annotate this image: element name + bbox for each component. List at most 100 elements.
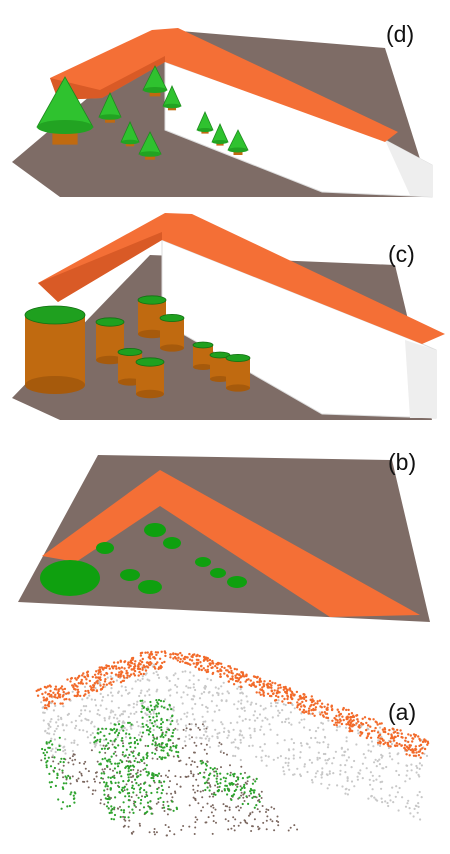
point bbox=[128, 811, 131, 814]
point bbox=[259, 728, 262, 732]
point bbox=[204, 821, 207, 824]
point bbox=[151, 743, 154, 746]
point bbox=[106, 788, 109, 791]
point bbox=[171, 715, 174, 718]
point bbox=[322, 741, 325, 744]
point bbox=[160, 792, 163, 795]
point bbox=[134, 680, 137, 683]
point bbox=[306, 770, 309, 774]
point bbox=[279, 686, 282, 689]
point bbox=[316, 758, 319, 761]
point bbox=[339, 712, 343, 716]
point bbox=[122, 815, 125, 818]
point bbox=[406, 764, 409, 767]
point bbox=[184, 744, 187, 747]
point bbox=[409, 734, 412, 737]
point bbox=[55, 721, 58, 724]
point bbox=[293, 773, 296, 776]
point bbox=[156, 744, 159, 747]
point bbox=[115, 667, 118, 670]
point bbox=[116, 771, 119, 774]
point bbox=[155, 719, 158, 722]
point bbox=[266, 692, 270, 695]
point bbox=[278, 683, 282, 687]
point bbox=[321, 722, 324, 725]
point bbox=[117, 781, 120, 784]
point bbox=[248, 814, 250, 817]
point bbox=[112, 680, 115, 683]
point bbox=[208, 746, 212, 749]
point bbox=[373, 761, 376, 764]
point bbox=[240, 787, 244, 790]
point bbox=[161, 788, 164, 792]
point bbox=[108, 715, 111, 718]
point bbox=[353, 759, 356, 763]
point bbox=[316, 700, 319, 703]
point bbox=[141, 657, 144, 661]
point bbox=[162, 804, 165, 806]
point bbox=[111, 665, 114, 669]
point bbox=[311, 781, 314, 784]
point bbox=[239, 688, 242, 691]
point bbox=[99, 673, 103, 676]
point bbox=[410, 769, 413, 772]
point bbox=[172, 745, 175, 748]
point bbox=[337, 710, 340, 714]
point bbox=[117, 765, 120, 768]
point bbox=[212, 795, 215, 798]
point bbox=[100, 747, 104, 751]
point bbox=[50, 718, 53, 721]
point bbox=[110, 700, 113, 703]
crown bbox=[163, 537, 181, 549]
point bbox=[166, 800, 169, 803]
point bbox=[194, 816, 197, 819]
point bbox=[172, 809, 175, 812]
point bbox=[187, 662, 190, 665]
point bbox=[274, 701, 277, 704]
point bbox=[346, 793, 349, 796]
point bbox=[345, 723, 348, 726]
point bbox=[192, 674, 195, 677]
point bbox=[227, 680, 231, 683]
point bbox=[208, 789, 211, 792]
point bbox=[273, 807, 276, 810]
point bbox=[186, 693, 189, 696]
point bbox=[184, 775, 187, 778]
point bbox=[298, 721, 301, 724]
point bbox=[120, 809, 123, 812]
point bbox=[396, 744, 399, 747]
point bbox=[99, 802, 102, 805]
point bbox=[391, 786, 394, 789]
point bbox=[120, 726, 123, 729]
point bbox=[177, 677, 180, 680]
point bbox=[105, 727, 108, 730]
point bbox=[65, 782, 68, 785]
point bbox=[289, 826, 292, 829]
point bbox=[98, 677, 101, 680]
point bbox=[190, 659, 194, 662]
point bbox=[174, 672, 177, 675]
point bbox=[361, 777, 364, 780]
point bbox=[117, 720, 120, 724]
point bbox=[237, 824, 240, 827]
point bbox=[117, 723, 121, 726]
point bbox=[265, 808, 268, 811]
point bbox=[381, 801, 384, 804]
point bbox=[128, 721, 131, 724]
point bbox=[152, 728, 155, 732]
point bbox=[299, 702, 302, 705]
point bbox=[284, 757, 287, 760]
point bbox=[213, 767, 216, 770]
cap bbox=[137, 295, 167, 305]
point bbox=[418, 790, 421, 794]
point bbox=[392, 801, 395, 804]
point bbox=[198, 728, 201, 731]
point bbox=[216, 772, 219, 775]
point bbox=[118, 791, 121, 794]
point bbox=[281, 700, 284, 703]
point bbox=[392, 739, 396, 742]
cap bbox=[117, 347, 143, 356]
point bbox=[287, 761, 290, 765]
point bbox=[289, 711, 292, 714]
point bbox=[421, 747, 424, 750]
